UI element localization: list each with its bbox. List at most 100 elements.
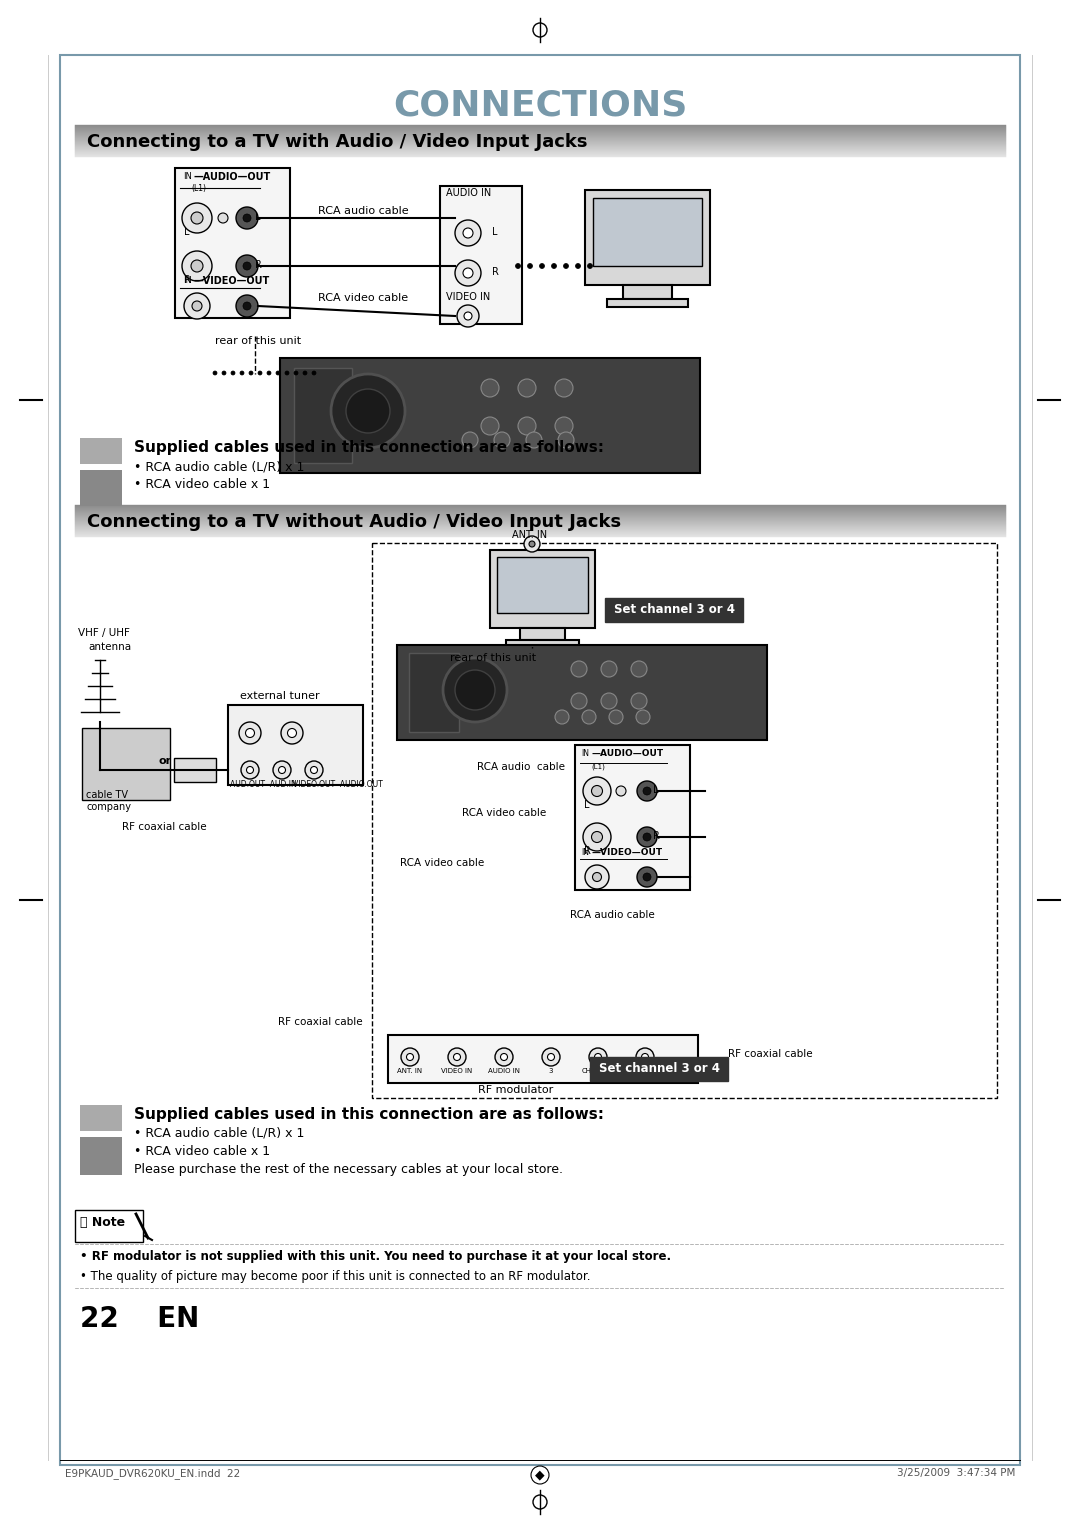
Circle shape bbox=[222, 371, 226, 374]
Text: or: or bbox=[158, 756, 171, 766]
Text: RF coaxial cable: RF coaxial cable bbox=[122, 822, 206, 833]
Text: external tuner: external tuner bbox=[240, 691, 320, 701]
Text: Supplied cables used in this connection are as follows:: Supplied cables used in this connection … bbox=[134, 1106, 604, 1122]
Circle shape bbox=[243, 261, 251, 270]
Bar bbox=[607, 299, 688, 307]
Circle shape bbox=[571, 662, 588, 677]
Circle shape bbox=[276, 371, 280, 374]
Circle shape bbox=[464, 312, 472, 319]
Text: company: company bbox=[86, 802, 131, 811]
Circle shape bbox=[237, 206, 258, 229]
Circle shape bbox=[552, 263, 556, 269]
Text: R: R bbox=[184, 275, 191, 286]
Circle shape bbox=[555, 417, 573, 435]
Text: (L1): (L1) bbox=[591, 762, 605, 770]
Text: ANT. IN: ANT. IN bbox=[512, 530, 548, 539]
Circle shape bbox=[643, 833, 651, 840]
Text: IN: IN bbox=[183, 277, 192, 286]
Text: E9PKAUD_DVR620KU_EN.indd  22: E9PKAUD_DVR620KU_EN.indd 22 bbox=[65, 1468, 240, 1479]
Circle shape bbox=[294, 371, 298, 374]
Circle shape bbox=[583, 824, 611, 851]
Text: Set channel 3 or 4: Set channel 3 or 4 bbox=[598, 1062, 719, 1076]
Bar bbox=[497, 558, 588, 613]
Text: VIDEO.OUT  AUDIO.OUT: VIDEO.OUT AUDIO.OUT bbox=[293, 779, 382, 788]
Bar bbox=[605, 597, 743, 622]
Bar bbox=[507, 640, 579, 648]
Text: • RF modulator is not supplied with this unit. You need to purchase it at your l: • RF modulator is not supplied with this… bbox=[80, 1250, 671, 1264]
Text: L: L bbox=[584, 801, 590, 810]
Text: Connecting to a TV with Audio / Video Input Jacks: Connecting to a TV with Audio / Video In… bbox=[87, 133, 588, 151]
Circle shape bbox=[637, 827, 657, 847]
Circle shape bbox=[583, 778, 611, 805]
Bar bbox=[60, 55, 1020, 1465]
Circle shape bbox=[524, 536, 540, 552]
Circle shape bbox=[582, 711, 596, 724]
Circle shape bbox=[245, 729, 255, 738]
Bar bbox=[585, 189, 710, 286]
Bar bbox=[80, 471, 122, 506]
Text: RCA audio cable: RCA audio cable bbox=[570, 911, 654, 920]
Circle shape bbox=[243, 303, 251, 310]
Circle shape bbox=[588, 263, 593, 269]
Text: —AUDIO—OUT: —AUDIO—OUT bbox=[193, 173, 270, 182]
Circle shape bbox=[279, 767, 285, 773]
Circle shape bbox=[183, 251, 212, 281]
Text: • RCA video cable x 1: • RCA video cable x 1 bbox=[134, 1144, 270, 1158]
Bar bbox=[75, 1210, 143, 1242]
Circle shape bbox=[218, 212, 228, 223]
Circle shape bbox=[481, 379, 499, 397]
Circle shape bbox=[643, 787, 651, 795]
Circle shape bbox=[305, 761, 323, 779]
Circle shape bbox=[454, 1053, 460, 1060]
Circle shape bbox=[542, 1048, 561, 1067]
Circle shape bbox=[258, 371, 262, 374]
Circle shape bbox=[455, 260, 481, 286]
Text: 🔊 Note: 🔊 Note bbox=[80, 1216, 125, 1229]
Text: Please purchase the rest of the necessary cables at your local store.: Please purchase the rest of the necessar… bbox=[134, 1163, 563, 1177]
Bar bbox=[174, 758, 216, 782]
Text: Set channel 3 or 4: Set channel 3 or 4 bbox=[613, 604, 734, 616]
Circle shape bbox=[311, 767, 318, 773]
Text: —AUDIO—OUT: —AUDIO—OUT bbox=[591, 749, 663, 758]
Bar bbox=[575, 746, 690, 889]
Circle shape bbox=[183, 203, 212, 232]
Text: L: L bbox=[184, 228, 189, 237]
Circle shape bbox=[457, 306, 480, 327]
Bar bbox=[388, 1034, 698, 1083]
Text: CHANNEL: CHANNEL bbox=[581, 1068, 615, 1074]
Circle shape bbox=[518, 417, 536, 435]
Text: VIDEO IN: VIDEO IN bbox=[442, 1068, 473, 1074]
Circle shape bbox=[631, 694, 647, 709]
Circle shape bbox=[406, 1053, 414, 1060]
Circle shape bbox=[592, 785, 603, 796]
Text: —VIDEO—OUT: —VIDEO—OUT bbox=[193, 277, 269, 286]
Circle shape bbox=[231, 371, 235, 374]
Text: 3/25/2009  3:47:34 PM: 3/25/2009 3:47:34 PM bbox=[896, 1468, 1015, 1478]
Text: • RCA audio cable (L/R) x 1: • RCA audio cable (L/R) x 1 bbox=[134, 460, 305, 474]
Text: R: R bbox=[653, 831, 660, 840]
Text: TO TV: TO TV bbox=[635, 1068, 656, 1074]
Circle shape bbox=[526, 432, 542, 448]
Circle shape bbox=[191, 260, 203, 272]
Text: • The quality of picture may become poor if this unit is connected to an RF modu: • The quality of picture may become poor… bbox=[80, 1270, 591, 1284]
Text: Connecting to a TV without Audio / Video Input Jacks: Connecting to a TV without Audio / Video… bbox=[87, 513, 621, 532]
Text: • RCA video cable x 1: • RCA video cable x 1 bbox=[134, 478, 270, 490]
Bar bbox=[280, 358, 700, 474]
Circle shape bbox=[589, 1048, 607, 1067]
Circle shape bbox=[401, 1048, 419, 1067]
Circle shape bbox=[527, 263, 532, 269]
Circle shape bbox=[594, 1053, 602, 1060]
Text: Supplied cables used in this connection are as follows:: Supplied cables used in this connection … bbox=[134, 440, 604, 455]
Bar bbox=[372, 542, 997, 1099]
Bar bbox=[175, 168, 291, 318]
Text: RF modulator: RF modulator bbox=[478, 1085, 553, 1096]
Circle shape bbox=[529, 541, 535, 547]
Text: RF coaxial cable: RF coaxial cable bbox=[278, 1018, 363, 1027]
Circle shape bbox=[494, 432, 510, 448]
Bar bbox=[80, 439, 122, 465]
Circle shape bbox=[462, 432, 478, 448]
Circle shape bbox=[592, 831, 603, 842]
Circle shape bbox=[548, 1053, 554, 1060]
Circle shape bbox=[281, 723, 303, 744]
Circle shape bbox=[448, 1048, 465, 1067]
